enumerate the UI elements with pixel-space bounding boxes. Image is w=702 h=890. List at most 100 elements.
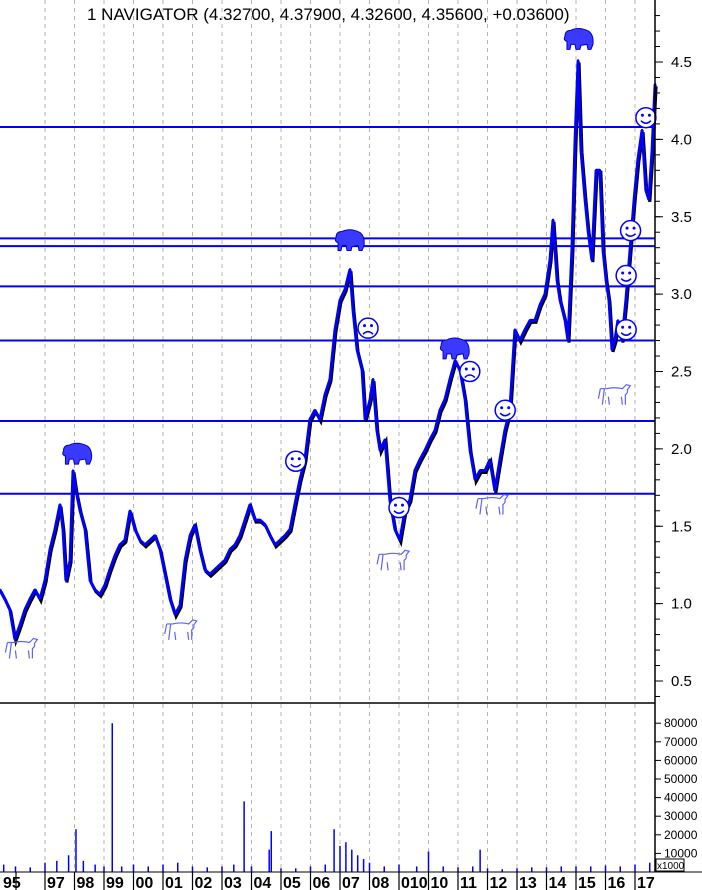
- year-label: 11: [460, 875, 477, 890]
- eye: [507, 406, 511, 410]
- price-point: [43, 579, 47, 582]
- mouth: [393, 510, 405, 514]
- year-label: 98: [77, 875, 95, 890]
- year-label: 95: [3, 875, 21, 890]
- face-outline: [357, 317, 379, 339]
- bull-shape: [376, 549, 411, 571]
- year-label: 97: [47, 875, 65, 890]
- year-label: 08: [372, 875, 390, 890]
- price-point: [590, 258, 594, 262]
- year-label: 16: [608, 875, 626, 890]
- year-label: 17: [637, 875, 655, 890]
- price-tick-label: 2.0: [671, 441, 692, 458]
- price-point: [283, 534, 287, 537]
- price-point: [13, 638, 17, 641]
- price-point: [604, 278, 608, 282]
- mouth: [362, 330, 374, 335]
- volume-tick-label: 10000: [664, 846, 698, 860]
- bull-icon: [164, 619, 198, 641]
- price-point: [253, 518, 257, 522]
- price-point: [71, 469, 75, 472]
- frown-icon: [357, 317, 379, 339]
- price-point: [398, 538, 402, 542]
- mouth: [625, 233, 637, 237]
- bull-shape: [475, 493, 509, 515]
- price-point: [18, 624, 22, 627]
- volume-tick-label: 40000: [664, 791, 698, 805]
- price-point: [328, 378, 332, 381]
- price-point: [388, 498, 392, 502]
- price-point: [428, 438, 432, 441]
- eye: [628, 325, 632, 329]
- price-point: [173, 613, 177, 616]
- price-point: [548, 258, 552, 262]
- price-point: [355, 348, 359, 352]
- price-point: [223, 559, 227, 562]
- price-point: [488, 458, 492, 461]
- face-outline: [615, 318, 637, 341]
- price-point: [163, 573, 167, 576]
- price-point: [478, 469, 482, 472]
- price-point: [594, 169, 598, 172]
- price-point: [368, 398, 372, 401]
- price-point: [518, 339, 522, 342]
- price-point: [278, 538, 282, 542]
- year-label: 12: [490, 875, 508, 890]
- bull-shape: [597, 384, 632, 405]
- bear-shape: [563, 28, 594, 50]
- price-point: [433, 429, 437, 432]
- smile-icon: [615, 264, 637, 287]
- price-point: [423, 449, 427, 452]
- price-point: [83, 528, 87, 531]
- price-point: [573, 138, 577, 141]
- price-point: [413, 469, 417, 472]
- year-label: 010: [401, 875, 428, 890]
- year-label: 99: [106, 875, 124, 890]
- smile-icon: [615, 318, 637, 341]
- smile-icon: [635, 106, 657, 129]
- price-point: [273, 543, 277, 547]
- price-point: [551, 218, 555, 222]
- frown-icon: [459, 360, 481, 383]
- year-label: 04: [254, 875, 272, 890]
- price-point: [143, 543, 147, 547]
- price-point: [632, 198, 636, 201]
- grid: [44, 0, 636, 872]
- annotations: [4, 28, 657, 659]
- price-point: [138, 538, 142, 542]
- price-tick-label: 1.5: [671, 518, 692, 535]
- year-label: 10: [431, 875, 449, 890]
- price-point: [628, 249, 632, 252]
- eye: [621, 325, 625, 329]
- price-point: [351, 308, 355, 311]
- price-point: [558, 299, 562, 302]
- volume-tick-label: 20000: [664, 828, 698, 842]
- price-point: [118, 543, 122, 547]
- price-point: [8, 608, 12, 612]
- bear-shape: [439, 337, 470, 360]
- bear-icon: [334, 229, 365, 252]
- price-point: [418, 458, 422, 461]
- price-point: [555, 278, 559, 282]
- price-line: [0, 60, 657, 640]
- year-label: 15: [578, 875, 596, 890]
- price-point: [613, 339, 617, 342]
- price-point: [98, 593, 102, 596]
- price-point: [586, 229, 590, 232]
- price-point: [263, 523, 267, 526]
- price-point: [133, 528, 137, 531]
- volume-unit-label: x1000: [657, 861, 685, 872]
- smile-icon: [619, 219, 642, 242]
- volume-tick-label: 80000: [664, 716, 698, 730]
- eye: [297, 457, 301, 461]
- price-point: [493, 489, 497, 492]
- price-point: [68, 559, 72, 562]
- price-point: [498, 458, 502, 461]
- price-point: [178, 603, 182, 607]
- year-label: 13: [519, 875, 537, 890]
- price-point: [313, 408, 317, 412]
- price-point: [268, 534, 272, 537]
- price-point: [228, 548, 232, 551]
- eye: [625, 226, 629, 230]
- price-point: [58, 503, 62, 506]
